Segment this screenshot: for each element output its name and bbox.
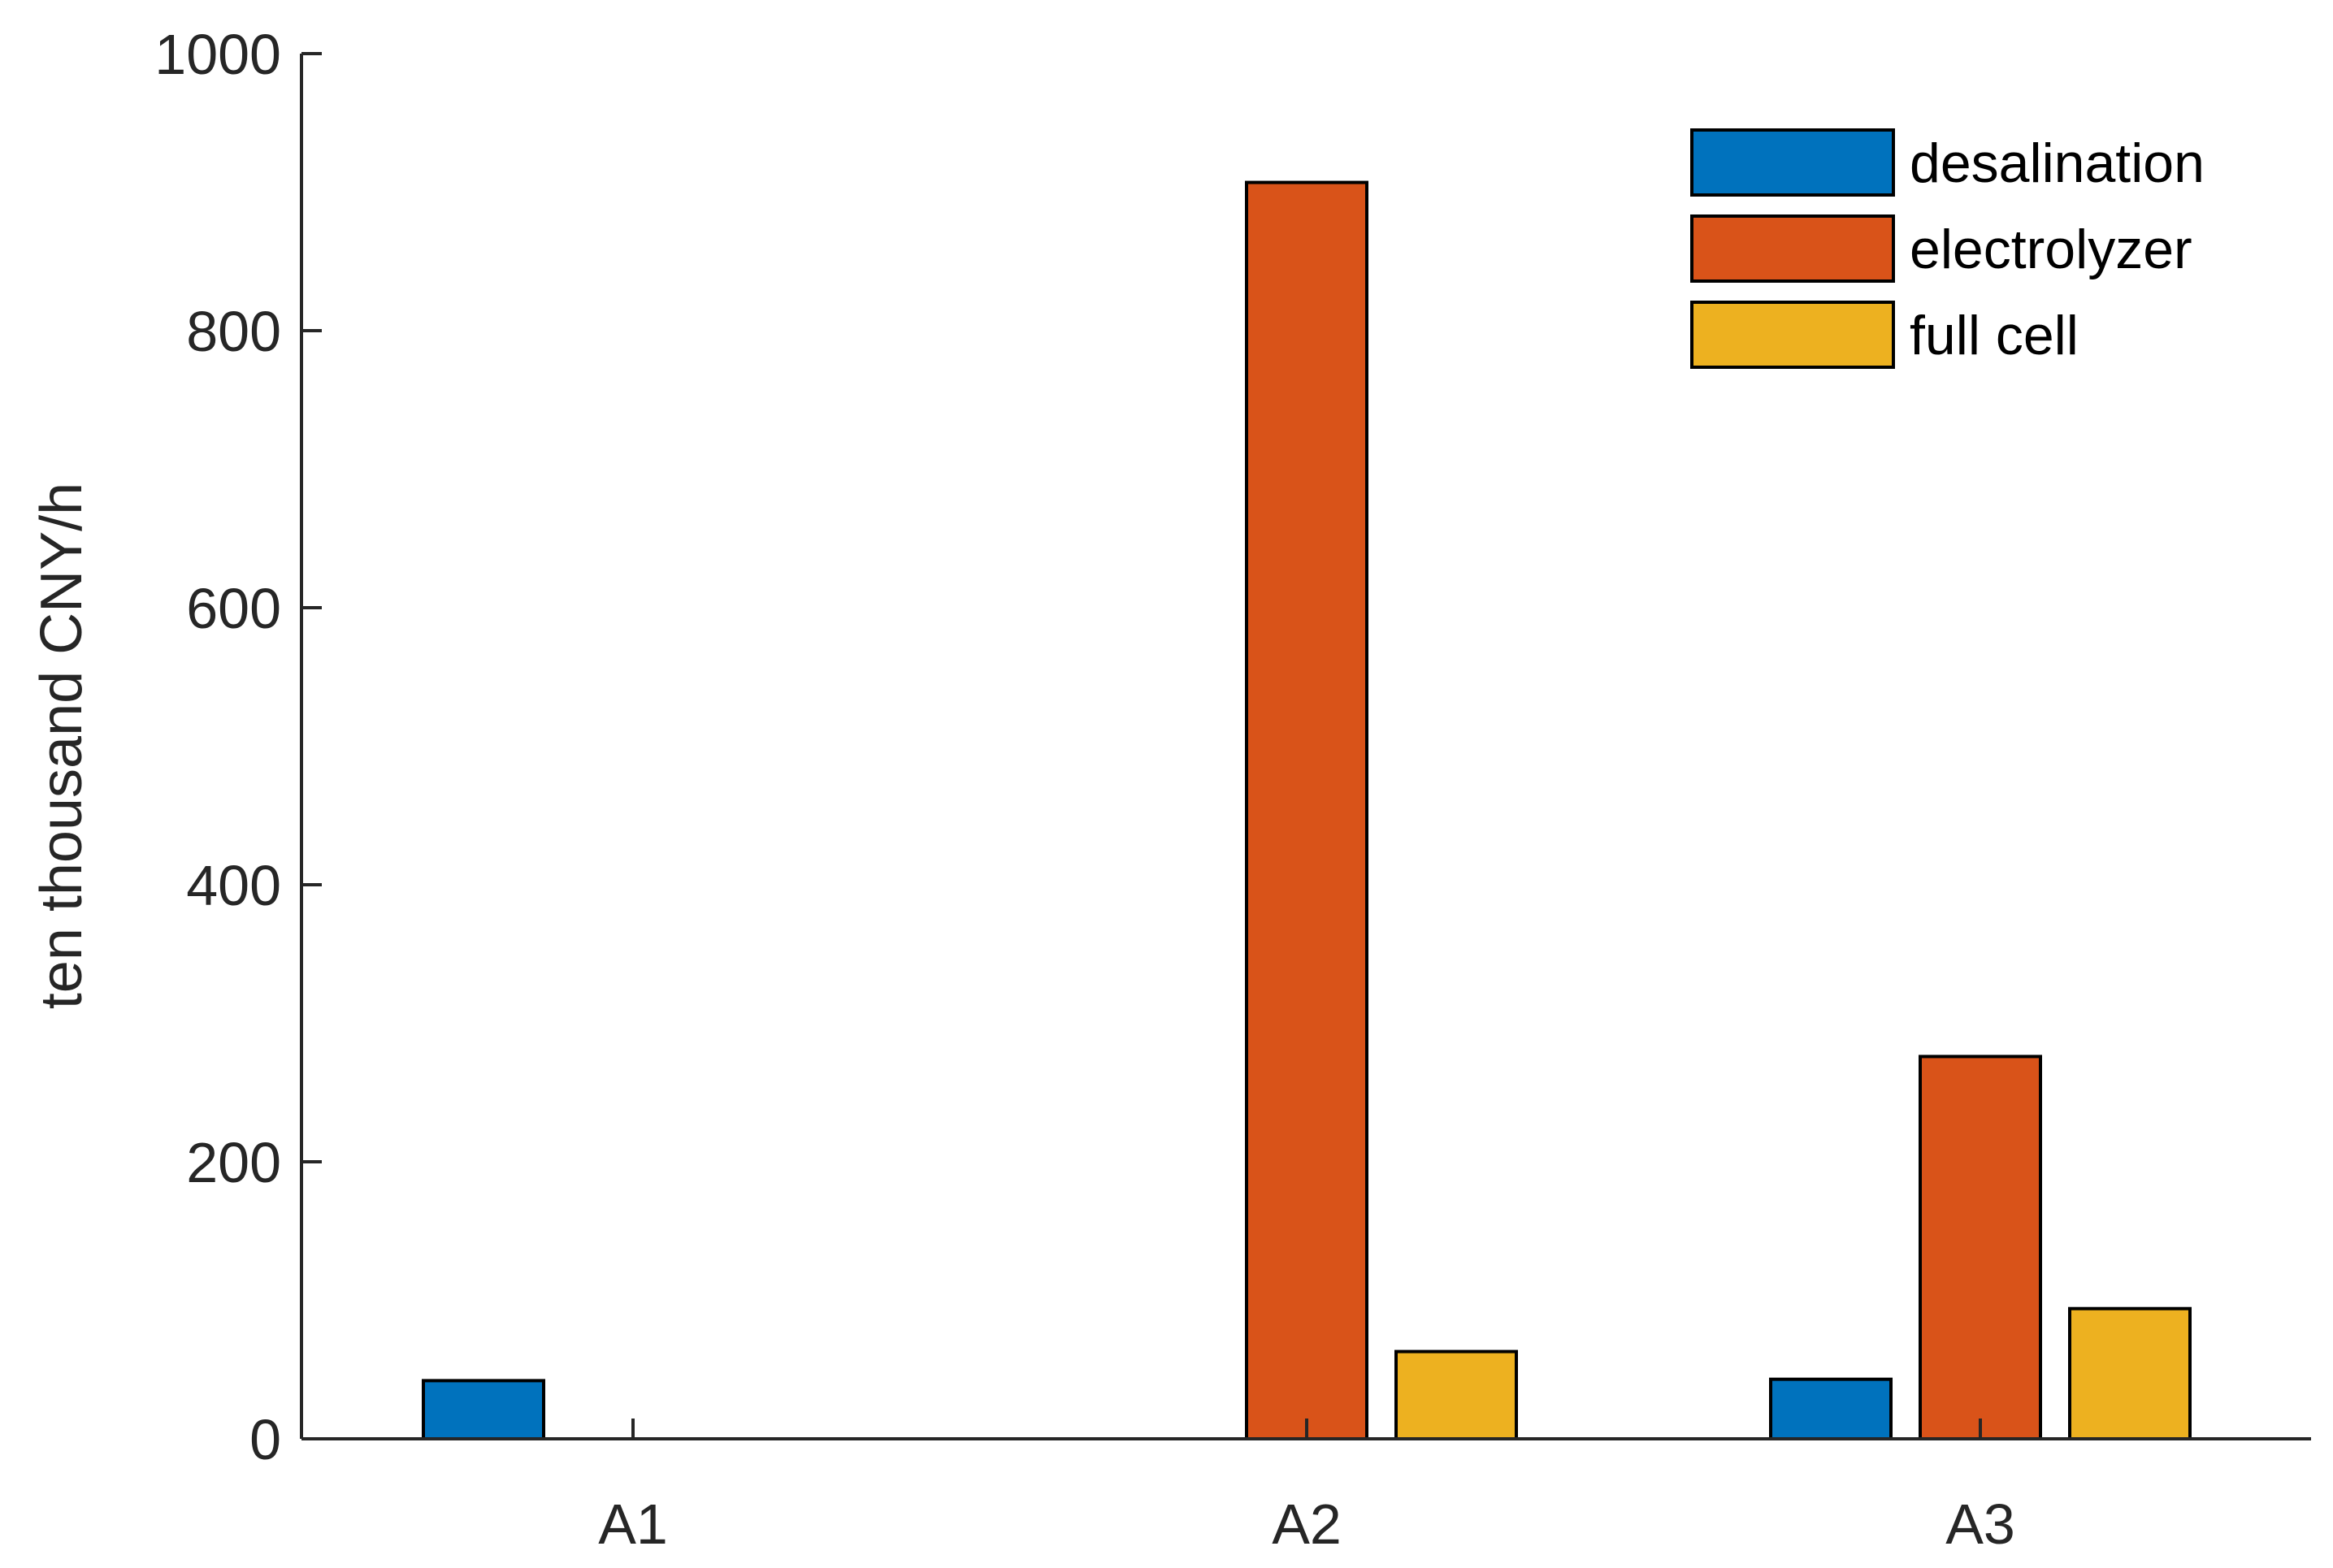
- y-tick-label: 1000: [154, 23, 281, 86]
- y-axis-label: ten thousand CNY/h: [29, 483, 94, 1009]
- y-tick-label: 0: [249, 1408, 281, 1471]
- y-tick-label: 800: [186, 300, 281, 363]
- bar-full-cell-A2: [1394, 1349, 1518, 1440]
- bar-desalination-A1: [422, 1379, 545, 1441]
- x-tick-label: A1: [598, 1492, 668, 1556]
- x-tick-label: A2: [1272, 1492, 1342, 1556]
- y-tick-labels: 0 200 400 600 800 1000: [154, 23, 281, 1471]
- legend-swatch-desalination: [1690, 128, 1895, 197]
- bar-electrolyzer-A3: [1919, 1055, 2042, 1441]
- x-tick-label: A3: [1945, 1492, 2015, 1556]
- bar-desalination-A3: [1769, 1377, 1893, 1441]
- x-tick-marks: [631, 1419, 1982, 1439]
- y-tick-marks: [301, 52, 322, 1440]
- legend-label-full-cell: full cell: [1910, 305, 2079, 366]
- x-tick-labels: A1 A2 A3: [598, 1492, 2015, 1556]
- y-tick-label: 600: [186, 577, 281, 640]
- y-tick-label: 200: [186, 1131, 281, 1194]
- legend-label-electrolyzer: electrolyzer: [1910, 219, 2192, 280]
- legend-label-desalination: desalination: [1910, 132, 2205, 194]
- legend-swatch-electrolyzer: [1690, 214, 1895, 283]
- bars: [422, 180, 2192, 1441]
- legend-swatch-full-cell: [1690, 301, 1895, 369]
- y-tick-label: 400: [186, 854, 281, 917]
- legend: desalination electrolyzer full cell: [1690, 128, 2205, 369]
- bar-full-cell-A3: [2068, 1306, 2192, 1440]
- bar-electrolyzer-A2: [1245, 180, 1368, 1441]
